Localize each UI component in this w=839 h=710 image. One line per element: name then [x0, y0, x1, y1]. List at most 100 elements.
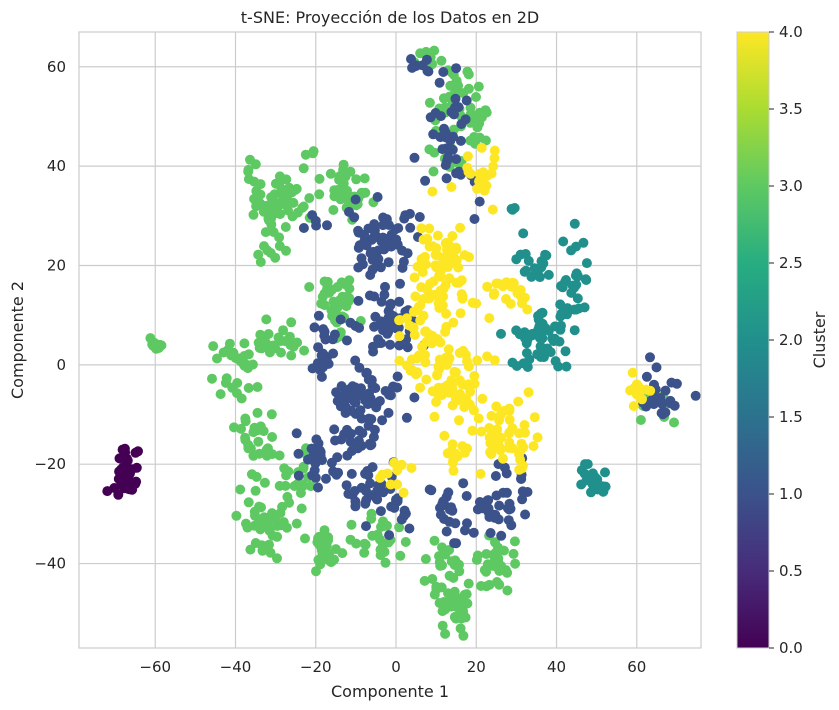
cluster-1-point [451, 168, 462, 179]
cluster-1-point [378, 220, 389, 231]
cluster-1-point [350, 194, 361, 205]
cluster-2-point [576, 465, 587, 476]
cluster-3-point [231, 510, 242, 521]
cluster-3-point [255, 329, 266, 340]
cluster-4-point [416, 254, 427, 264]
cluster-3-point [481, 566, 492, 577]
cluster-3-point [297, 479, 308, 490]
cluster-2-point [543, 269, 554, 280]
cluster-3-point [314, 173, 325, 184]
cluster-3-point [270, 252, 281, 263]
cluster-4-point [394, 315, 405, 325]
cluster-2-point [580, 274, 591, 285]
cluster-3-point [242, 363, 253, 374]
cluster-1-point [383, 257, 394, 268]
cluster-3-point [255, 524, 266, 535]
cluster-1-point [361, 367, 372, 378]
cluster-4-point [448, 465, 459, 476]
x-tick-label: 0 [391, 658, 401, 676]
cluster-4-point [477, 168, 488, 179]
cluster-4-point [441, 308, 452, 319]
cluster-3-point [427, 574, 438, 584]
cluster-1-point [394, 340, 405, 351]
cluster-1-point [385, 300, 396, 311]
cluster-1-point [360, 468, 371, 479]
cluster-3-point [276, 184, 287, 194]
cluster-4-point [529, 412, 540, 423]
cluster-3-point [344, 283, 355, 294]
cluster-2-point [560, 346, 571, 357]
cluster-1-point [338, 401, 349, 412]
cluster-3-point [463, 69, 474, 80]
cluster-4-point [518, 442, 529, 453]
cluster-3-point [298, 201, 309, 212]
cluster-3-point [345, 534, 356, 545]
cluster-3-point [298, 461, 309, 472]
cluster-3-point [366, 508, 377, 519]
cluster-1-point [641, 401, 652, 412]
cluster-4-point [482, 281, 493, 292]
cluster-2-point [571, 241, 581, 252]
colorbar-tick-label: 3.0 [779, 177, 803, 195]
cluster-1-point [461, 491, 472, 501]
cluster-4-point [504, 414, 515, 425]
cluster-3-point [243, 383, 254, 393]
cluster-4-point [501, 294, 511, 304]
cluster-4-point [476, 426, 487, 437]
cluster-1-point [474, 497, 485, 507]
cluster-3-point [229, 422, 239, 433]
cluster-3-point [424, 97, 435, 108]
cluster-1-point [364, 290, 375, 301]
cluster-4-point [484, 313, 495, 324]
cluster-1-point [389, 502, 400, 513]
cluster-1-point [366, 439, 377, 450]
cluster-4-point [519, 420, 530, 430]
cluster-3-point [327, 555, 338, 566]
cluster-1-point [437, 144, 448, 155]
cluster-2-point [569, 218, 580, 229]
cluster-4-point [486, 168, 497, 179]
cluster-1-point [656, 397, 667, 407]
cluster-2-point [582, 459, 593, 470]
cluster-4-point [451, 242, 462, 253]
cluster-4-point [498, 453, 508, 464]
cluster-1-point [460, 525, 470, 536]
cluster-3-point [275, 209, 286, 220]
cluster-1-point [469, 214, 480, 224]
cluster-3-point [280, 222, 291, 232]
cluster-1-point [356, 383, 366, 394]
cluster-1-point [368, 432, 379, 442]
cluster-1-point [440, 160, 451, 171]
cluster-4-point [421, 374, 432, 385]
cluster-4-point [446, 182, 457, 192]
cluster-4-point [457, 441, 468, 452]
cluster-1-point [383, 407, 394, 418]
cluster-2-point [549, 333, 560, 344]
cluster-1-point [474, 196, 485, 207]
cluster-3-point [268, 227, 279, 237]
cluster-1-point [298, 223, 309, 233]
cluster-3-point [236, 393, 247, 404]
cluster-3-point [274, 450, 285, 461]
cluster-4-point [482, 351, 493, 362]
cluster-1-point [449, 109, 459, 120]
cluster-4-point [494, 441, 505, 452]
cluster-1-point [651, 362, 662, 373]
cluster-4-point [416, 282, 427, 293]
cluster-3-point [461, 589, 472, 600]
cluster-2-point [558, 236, 569, 247]
cluster-2-point [545, 347, 556, 358]
cluster-1-point [376, 296, 387, 307]
cluster-4-point [523, 387, 534, 398]
cluster-1-point [443, 487, 454, 498]
cluster-4-point [457, 379, 468, 390]
cluster-4-point [469, 371, 480, 381]
cluster-3-point [438, 93, 449, 104]
cluster-3-point [238, 352, 249, 363]
cluster-4-point [410, 291, 421, 302]
cluster-3-point [346, 519, 357, 530]
cluster-1-point [405, 222, 416, 233]
cluster-1-point [322, 220, 332, 231]
colorbar-tick-label: 2.0 [779, 331, 803, 349]
cluster-3-point [419, 575, 430, 586]
